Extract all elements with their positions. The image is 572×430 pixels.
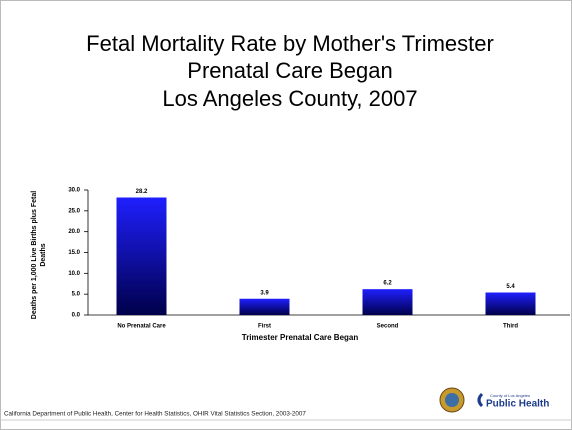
value-label: 28.2: [136, 189, 148, 195]
bar: [239, 298, 290, 315]
title-line: Los Angeles County, 2007: [162, 86, 417, 111]
title-line: Prenatal Care Began: [187, 58, 392, 83]
bar: [116, 197, 167, 315]
y-tick-label: 20.0: [68, 229, 80, 235]
y-tick-label: 0.0: [72, 313, 81, 319]
bar: [362, 289, 413, 315]
value-label: 6.2: [383, 281, 392, 287]
bar: [485, 292, 536, 315]
y-axis-label: Deaths per 1,000 Live Births plus Fetal …: [31, 191, 47, 319]
x-tick-label: Third: [503, 324, 518, 330]
value-label: 5.4: [506, 284, 515, 290]
y-label-line: Deaths per 1,000 Live Births plus Fetal: [31, 191, 38, 319]
seal: [439, 387, 465, 413]
x-axis-label: Trimester Prenatal Care Began: [242, 333, 359, 342]
y-tick-label: 5.0: [72, 292, 81, 298]
y-tick-label: 10.0: [68, 271, 80, 277]
logo-small: County of Los Angeles: [490, 393, 530, 398]
y-tick-label: 25.0: [68, 208, 80, 214]
logo: County of Los Angeles Public Health: [477, 392, 549, 410]
logo-large: Public Health: [486, 399, 549, 410]
y-tick-label: 30.0: [68, 188, 80, 194]
title-line: Fetal Mortality Rate by Mother's Trimest…: [86, 31, 494, 56]
y-label-line: Deaths: [40, 243, 47, 266]
x-tick-label: First: [258, 324, 271, 330]
x-tick-label: No Prenatal Care: [117, 324, 166, 330]
source: California Department of Public Health, …: [4, 411, 306, 418]
x-tick-label: Second: [377, 324, 399, 330]
value-label: 3.9: [260, 290, 269, 296]
y-tick-label: 15.0: [68, 250, 80, 256]
